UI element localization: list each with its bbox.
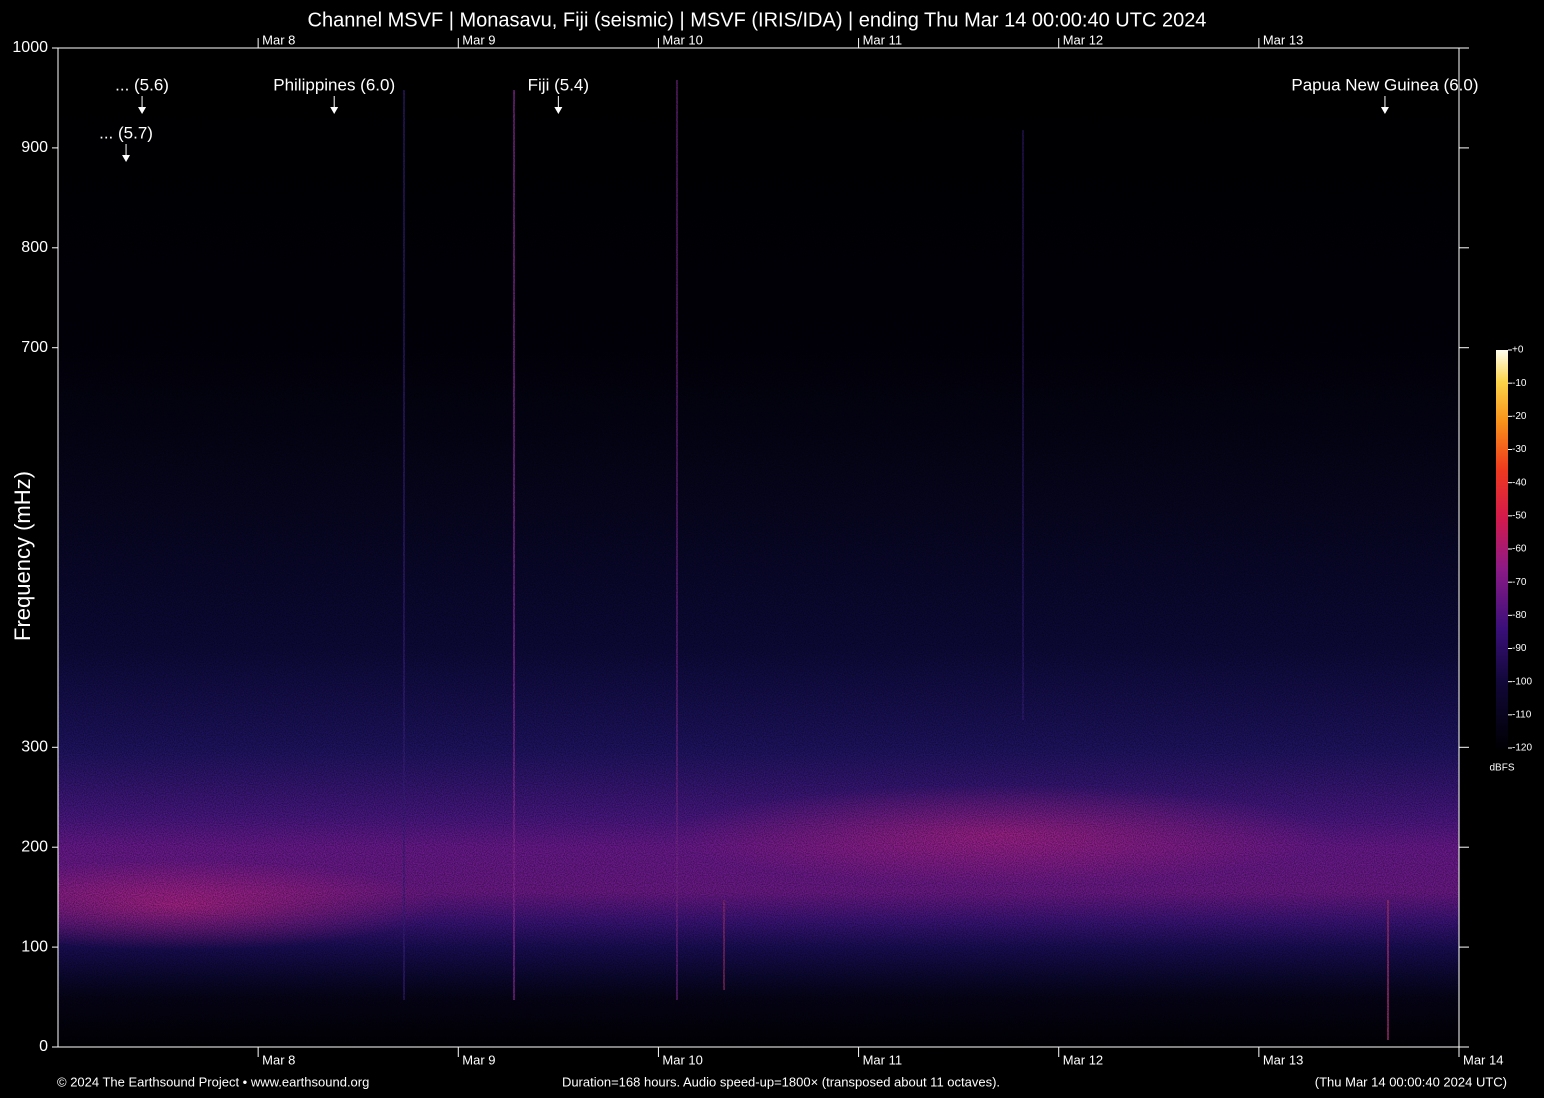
colorbar-tick-label: -10 (1512, 378, 1527, 389)
colorbar-tick-label: -60 (1512, 544, 1527, 555)
x-tick-label-top: Mar 9 (462, 32, 495, 47)
colorbar-tick-label: +0 (1512, 345, 1524, 356)
y-tick-label: 0 (39, 1038, 48, 1055)
plot-frame (57, 47, 1460, 1048)
y-tick-label: 100 (21, 938, 48, 955)
x-tick-label-top: Mar 13 (1263, 32, 1303, 47)
x-tick-label: Mar 9 (462, 1052, 495, 1067)
chart-title: Channel MSVF | Monasavu, Fiji (seismic) … (308, 9, 1207, 31)
event-arrow-head (122, 155, 131, 162)
y-tick-label: 900 (21, 139, 48, 156)
colorbar (1496, 350, 1508, 748)
x-tick-label-top: Mar 12 (1063, 32, 1103, 47)
colorbar-tick-label: -110 (1512, 709, 1532, 720)
x-tick-label-top: Mar 11 (863, 32, 903, 47)
spectrogram-noise (58, 48, 1459, 1047)
x-tick-label: Mar 13 (1263, 1052, 1303, 1067)
event-label: Fiji (5.4) (528, 75, 589, 94)
event-annotation: ... (5.7) (99, 123, 153, 162)
x-tick-label: Mar 12 (1063, 1052, 1103, 1067)
x-tick-label: Mar 11 (863, 1052, 903, 1067)
event-annotation: ... (5.6) (115, 75, 169, 114)
colorbar-tick-label: -20 (1512, 411, 1527, 422)
y-tick-label: 800 (21, 239, 48, 256)
event-annotation: Papua New Guinea (6.0) (1291, 75, 1479, 114)
x-tick-label: Mar 8 (262, 1052, 295, 1067)
footer-right: (Thu Mar 14 00:00:40 2024 UTC) (1315, 1074, 1507, 1089)
colorbar-tick-label: -40 (1512, 477, 1527, 488)
colorbar-tick-label: -50 (1512, 510, 1527, 521)
colorbar-tick-label: -90 (1512, 643, 1527, 654)
event-annotation: Fiji (5.4) (528, 75, 589, 114)
x-tick-label: Mar 14 (1463, 1052, 1503, 1067)
spectrogram (58, 48, 1459, 1047)
event-label: ... (5.6) (115, 75, 169, 94)
event-label: ... (5.7) (99, 123, 153, 142)
event-label: Papua New Guinea (6.0) (1291, 75, 1478, 94)
y-tick-label: 700 (21, 339, 48, 356)
x-tick-label-top: Mar 8 (262, 32, 295, 47)
colorbar-label: dBFS (1489, 763, 1514, 774)
event-label: Philippines (6.0) (273, 75, 395, 94)
event-arrow-head (138, 107, 147, 114)
y-tick-label: 1000 (12, 39, 48, 56)
colorbar-tick-label: -120 (1512, 743, 1532, 754)
x-tick-label: Mar 10 (662, 1052, 702, 1067)
event-arrow-head (330, 107, 339, 114)
y-tick-label: 300 (21, 739, 48, 756)
colorbar-tick-label: -70 (1512, 577, 1527, 588)
footer-left: © 2024 The Earthsound Project • www.eart… (57, 1074, 369, 1089)
y-tick-label: 200 (21, 838, 48, 855)
y-axis-label: Frequency (mHz) (10, 471, 35, 641)
event-annotation: Philippines (6.0) (273, 75, 395, 114)
colorbar-tick-label: -100 (1512, 676, 1532, 687)
colorbar-tick-label: -80 (1512, 610, 1527, 621)
event-arrow-head (554, 107, 563, 114)
x-tick-label-top: Mar 10 (662, 32, 702, 47)
footer-center: Duration=168 hours. Audio speed-up=1800×… (562, 1074, 1000, 1089)
event-arrow-head (1380, 107, 1389, 114)
colorbar-tick-label: -30 (1512, 444, 1527, 455)
